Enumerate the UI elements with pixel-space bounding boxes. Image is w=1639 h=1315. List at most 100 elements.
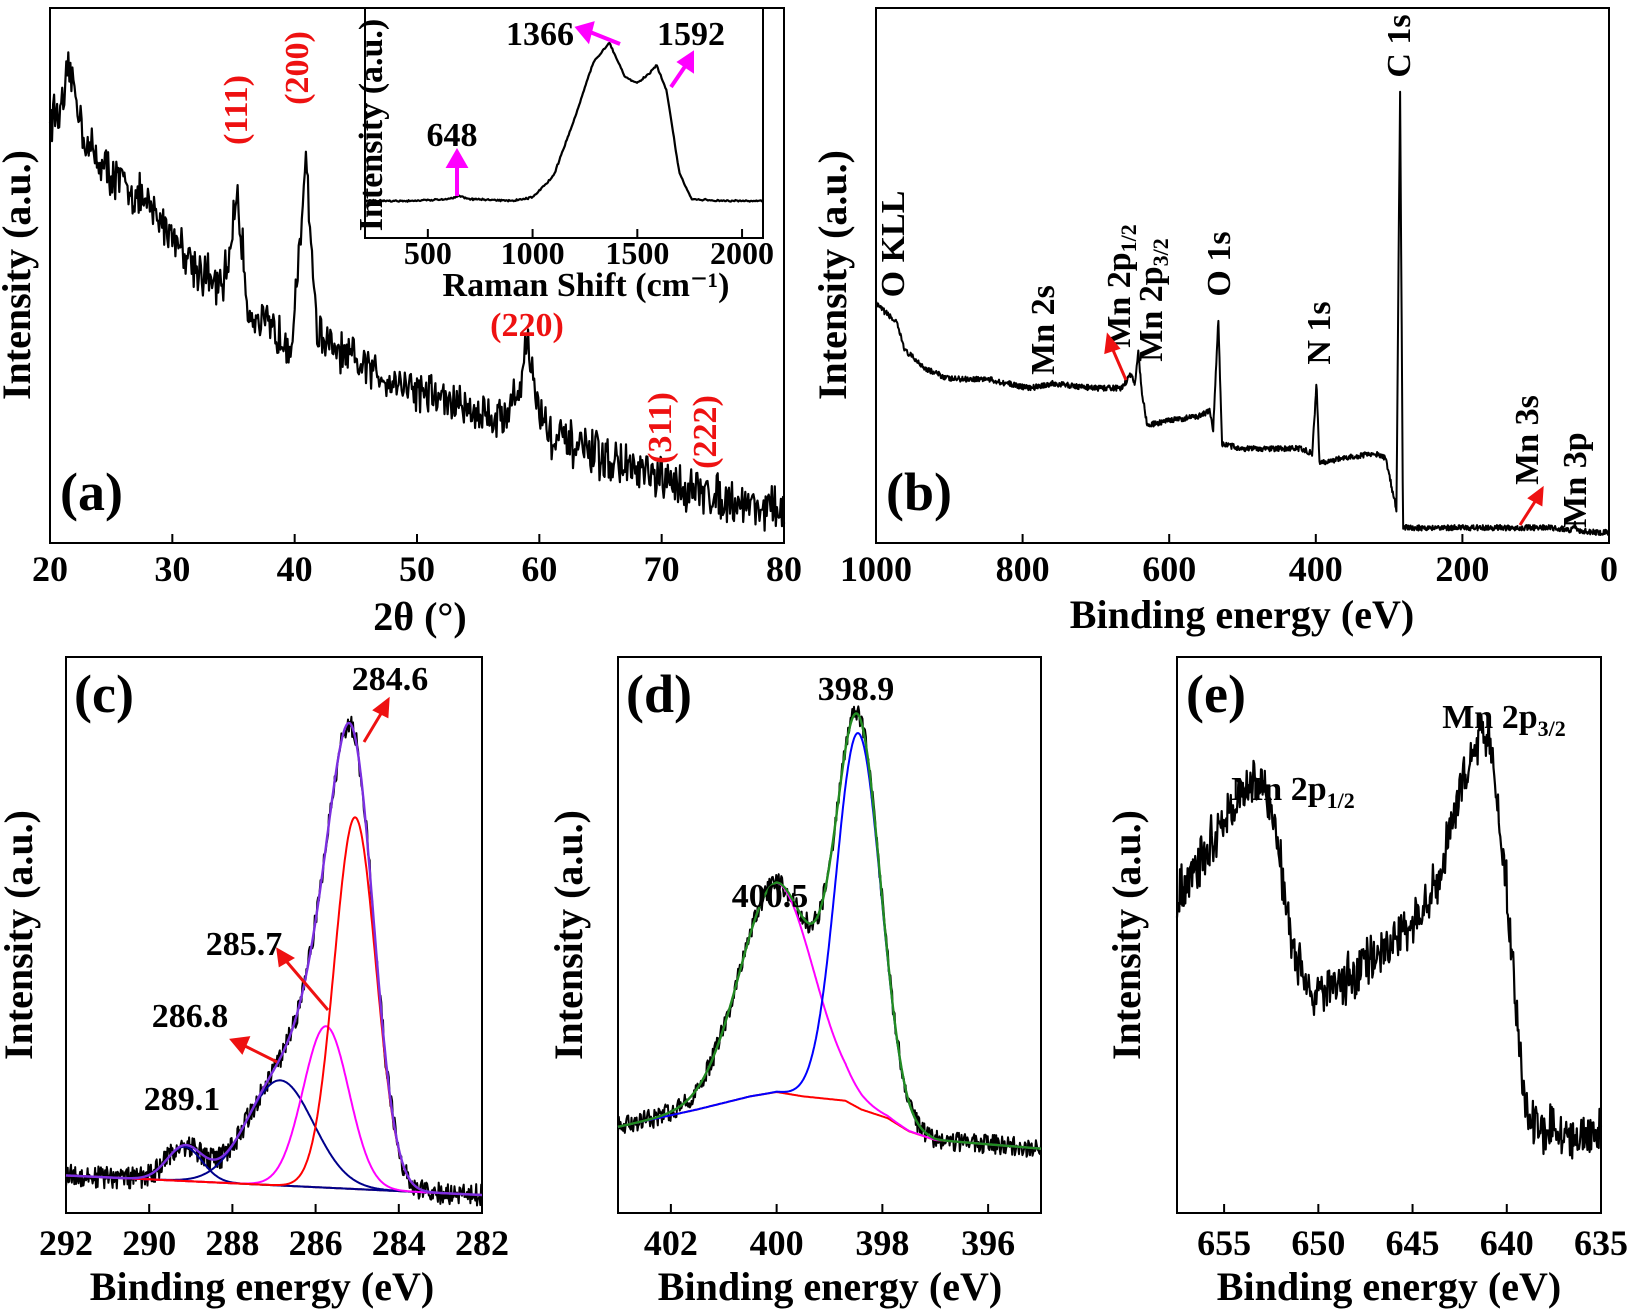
peak-label-n-1s: N 1s <box>1301 301 1338 364</box>
peak-label-o-1s: O 1s <box>1201 231 1238 296</box>
panel-d: 402 400 398 396 (d) Binding energy (eV) Int… <box>546 656 1042 1309</box>
panel-d-label: (d) <box>626 664 692 724</box>
panel-b-x-tick-label: 400 <box>1289 549 1343 589</box>
peak-label-mn-2p32: Mn 2p3/2 <box>1133 238 1173 362</box>
xps-survey-line <box>875 90 1610 536</box>
panel-e-frame <box>1176 656 1602 1214</box>
panel-e-label: (e) <box>1186 664 1246 724</box>
panel-b-data-layer <box>875 90 1610 536</box>
panel-d-x-tick-label: 398 <box>855 1223 909 1263</box>
xrd-series-line <box>48 51 786 532</box>
d-fit-envelope-line <box>617 712 1042 1150</box>
panel-b-label: (b) <box>886 462 952 522</box>
hkl-label-220: (220) <box>490 307 564 344</box>
panel-b-frame <box>875 7 1610 544</box>
panel-d-x-tick-label: 396 <box>961 1223 1015 1263</box>
panel-c-data-layer <box>65 715 483 1207</box>
panel-a-inset: 500 1000 1500 2000 Raman Shift (cm⁻¹) Inten… <box>353 7 774 304</box>
peak-label-mn-3s: Mn 3s <box>1509 395 1546 485</box>
c-fit-envelope-line <box>65 721 483 1197</box>
panel-c-xlabel: Binding energy (eV) <box>90 1264 434 1309</box>
panel-c-frame <box>65 656 483 1214</box>
arrow-1592 <box>669 63 688 89</box>
peak-label-o-kll: O KLL <box>875 191 912 298</box>
panel-c-x-tick-label: 288 <box>205 1223 259 1263</box>
panel-d-x-tick-label: 402 <box>644 1223 698 1263</box>
panel-a-x-tick-label: 50 <box>399 549 435 589</box>
panel-c-label: (c) <box>74 664 134 724</box>
fit-label-286-8: 286.8 <box>152 998 229 1035</box>
red-arrows-b <box>1104 332 1544 526</box>
arrow-1366-head <box>574 21 595 45</box>
fit-label-289-1: 289.1 <box>144 1081 221 1118</box>
panel-a-data-layer <box>48 51 786 532</box>
panel-a-x-tick-label: 20 <box>32 549 68 589</box>
hkl-label-222: (222) <box>687 395 724 469</box>
arrow-286-8 <box>244 1044 278 1064</box>
peak-label-c-1s: C 1s <box>1381 14 1418 77</box>
panel-c-ticks: 292 290 288 286 284 282 <box>39 1204 509 1263</box>
inset-x-tick-label: 1500 <box>605 235 669 271</box>
inset-data-layer <box>364 42 764 203</box>
arrow-285-7 <box>285 961 330 1011</box>
panel-b-ylabel: Intensity (a.u.) <box>810 150 855 400</box>
panel-d-x-tick-label: 400 <box>750 1223 804 1263</box>
panel-a-xlabel: 2θ (°) <box>373 594 467 639</box>
panel-e-ylabel: Intensity (a.u.) <box>1104 810 1149 1060</box>
panel-a-ylabel: Intensity (a.u.) <box>0 150 39 400</box>
raman-label-648: 648 <box>427 117 478 154</box>
arrow-mn-3s <box>1518 499 1538 526</box>
red-arrows-c <box>229 696 390 1064</box>
c-fit-component-284-6 <box>65 816 483 1196</box>
hkl-label-200: (200) <box>279 31 316 105</box>
panel-a-x-tick-label: 80 <box>766 549 802 589</box>
panel-e-data-layer <box>1175 713 1603 1160</box>
panel-a-ticks: 20 30 40 50 60 70 80 <box>32 534 802 589</box>
panel-c-ylabel: Intensity (a.u.) <box>0 810 41 1060</box>
panel-b-x-tick-label: 0 <box>1600 549 1618 589</box>
peak-label-mn-2p12: Mn 2p1/2 <box>1101 224 1141 348</box>
panel-c-x-tick-label: 292 <box>39 1223 93 1263</box>
panel-c-x-tick-label: 286 <box>289 1223 343 1263</box>
panel-b-xlabel: Binding energy (eV) <box>1070 592 1414 637</box>
panel-d-ticks: 402 400 398 396 <box>644 1204 1015 1263</box>
inset-ylabel: Intensity (a.u.) <box>353 19 390 232</box>
hkl-label-311: (311) <box>642 392 679 464</box>
panel-b-ticks: 1000 800 600 400 200 0 <box>840 534 1618 589</box>
panel-b-x-tick-label: 600 <box>1142 549 1196 589</box>
inset-x-tick-label: 1000 <box>501 235 565 271</box>
panel-a-x-tick-label: 40 <box>277 549 313 589</box>
arrow-mn-3s-head <box>1527 485 1544 507</box>
panel-b-x-tick-label: 200 <box>1435 549 1489 589</box>
panel-c-x-tick-label: 282 <box>455 1223 509 1263</box>
arrow-284-6 <box>362 711 384 743</box>
mn-2p-series-line <box>1175 713 1603 1160</box>
panel-d-ylabel: Intensity (a.u.) <box>546 810 591 1060</box>
d-fit-component-398-9 <box>617 732 1042 1150</box>
panel-e: 655 650 645 640 635 (e) Binding energy (eV) … <box>1104 656 1628 1309</box>
panel-a-x-tick-label: 30 <box>154 549 190 589</box>
raman-label-1592: 1592 <box>657 16 725 53</box>
panel-e-x-tick-label: 650 <box>1291 1223 1345 1263</box>
panel-a-x-tick-label: 70 <box>644 549 680 589</box>
peak-label-e-mn-2p12: Mn 2p1/2 <box>1231 771 1355 813</box>
peak-label-mn-2s: Mn 2s <box>1025 285 1062 375</box>
panel-d-data-layer <box>617 705 1042 1158</box>
fit-label-284-6: 284.6 <box>352 661 429 698</box>
arrow-mn-2p12-head <box>1104 332 1121 355</box>
fit-label-400-5: 400.5 <box>732 878 809 915</box>
panel-d-frame <box>617 656 1042 1214</box>
panel-e-x-tick-label: 640 <box>1480 1223 1534 1263</box>
arrow-1592-head <box>676 50 694 74</box>
panel-b: 1000 800 600 400 200 0 (b) Binding energy (eV… <box>810 7 1618 637</box>
panel-c-x-tick-label: 284 <box>372 1223 426 1263</box>
panel-b-x-tick-label: 800 <box>996 549 1050 589</box>
arrow-284-6-head <box>372 696 390 719</box>
arrow-1366 <box>589 30 621 46</box>
panel-b-x-tick-label: 1000 <box>840 549 912 589</box>
inset-x-tick-label: 2000 <box>710 235 774 271</box>
panel-e-ticks: 655 650 645 640 635 <box>1197 1204 1628 1263</box>
panel-d-xlabel: Binding energy (eV) <box>658 1264 1002 1309</box>
arrow-285-7-head <box>276 947 295 968</box>
